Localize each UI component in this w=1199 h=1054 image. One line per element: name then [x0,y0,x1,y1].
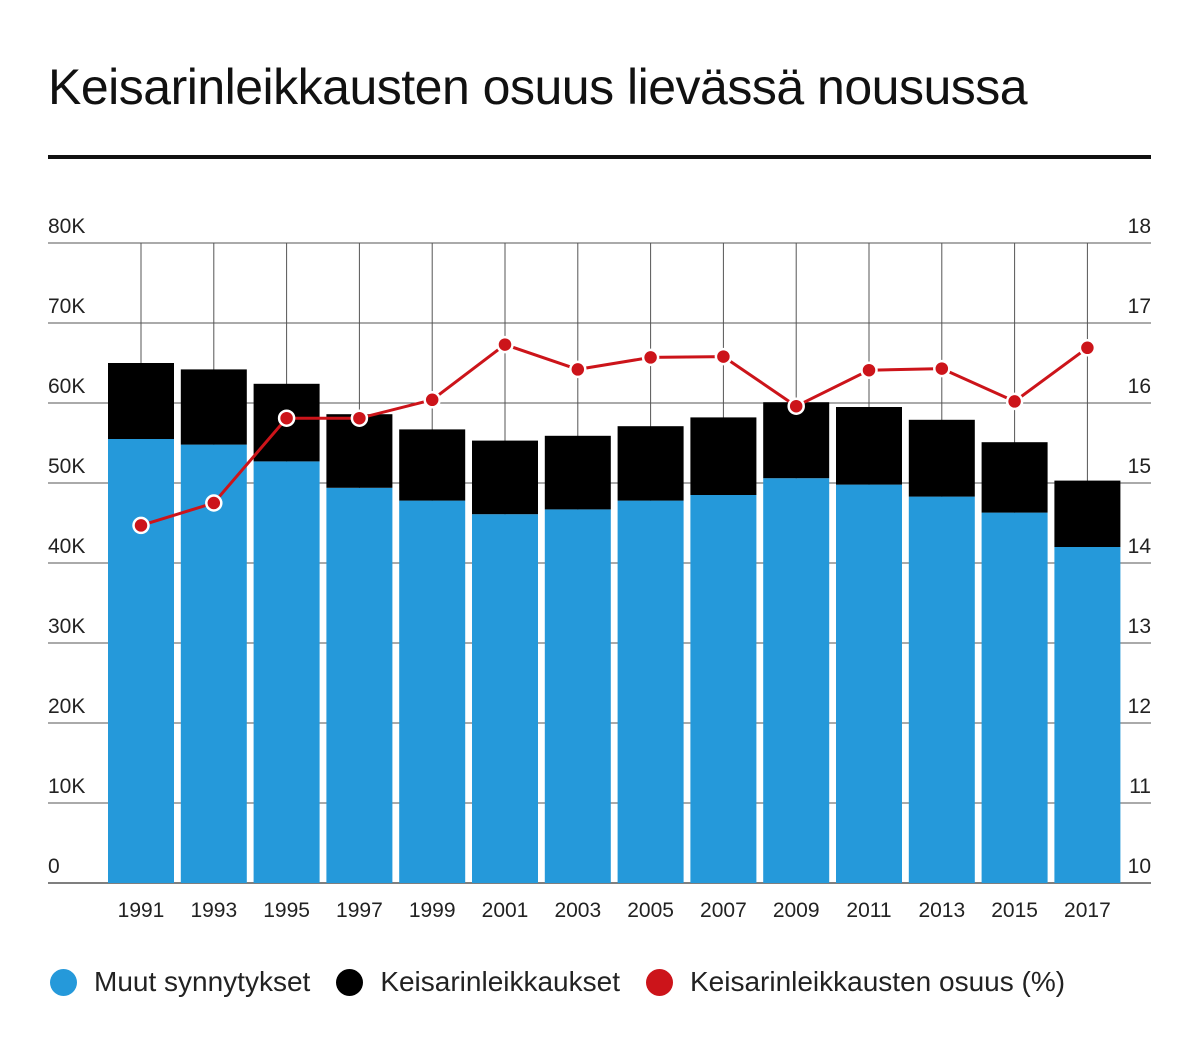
left-axis-tick-label: 30K [48,615,85,638]
bar-cesareans [1054,480,1121,547]
bar-cesareans [690,417,757,495]
left-axis-tick-label: 60K [48,375,85,398]
bar-cesareans [108,363,174,439]
share-point [277,409,296,427]
left-axis-tick-label: 10K [48,775,85,798]
share-point [641,348,660,367]
share-point [569,360,587,379]
title-divider [48,155,1151,159]
share-point [787,397,805,415]
bar-other-births [180,444,247,883]
right-axis-tick-label: 16 [1128,375,1151,398]
x-axis-tick-label: 2015 [991,899,1038,922]
bar-cesareans [908,419,975,497]
legend-swatch-cesareans [336,968,364,996]
bar-cesareans [981,442,1048,513]
right-axis-tick-label: 15 [1128,455,1151,478]
legend-label-cesareans: Keisarinleikkaukset [380,966,620,997]
left-axis-tick-label: 20K [48,695,85,718]
bar-cesareans [180,369,247,445]
bar-other-births [690,495,757,883]
legend-item-cesareans: Keisarinleikkaukset [336,966,620,998]
bar-other-births [326,487,393,883]
x-axis-tick-label: 2005 [627,899,674,922]
axis-labels: 0 10K 20K 30K 40K 50K 60K 70K 80K 10 11 12 13 14 15 16 1… [48,215,1151,922]
legend-item-other-births: Muut synnytykset [50,966,310,998]
bar-other-births [617,500,684,883]
bar-cesareans [544,435,611,510]
bar-other-births [253,461,320,883]
share-line [140,343,1089,527]
x-axis-tick-label: 2009 [773,899,820,922]
share-point [132,516,150,535]
bar-other-births [1054,547,1121,883]
x-axis-tick-label: 2001 [482,899,529,922]
x-axis-tick-label: 1995 [263,899,310,922]
right-axis-tick-label: 18 [1128,215,1151,238]
left-axis-tick-label: 70K [48,295,85,318]
share-point [1005,392,1024,411]
bar-other-births [908,496,975,883]
share-line-layer [132,335,1097,535]
bar-other-births [763,478,830,883]
legend-label-share: Keisarinleikkausten osuus (%) [689,966,1066,997]
legend-item-share: Keisarinleikkausten osuus (%) [645,966,1066,998]
share-point [1078,339,1097,357]
right-axis-tick-label: 12 [1128,695,1151,718]
x-axis-tick-label: 2017 [1064,899,1111,922]
share-point [714,347,733,366]
x-axis-tick-label: 1997 [336,899,383,922]
share-point [423,391,441,409]
bar-cesareans [472,440,538,515]
legend: Muut synnytykset Keisarinleikkaukset Kei… [50,966,1091,998]
legend-swatch-other-births [50,968,77,996]
share-point [350,409,369,427]
left-axis-tick-label: 40K [48,535,85,558]
bar-other-births [399,500,466,883]
bar-cesareans [836,407,902,485]
share-point [205,494,223,512]
bar-other-births [108,439,174,883]
legend-label-other-births: Muut synnytykset [94,966,311,997]
right-axis-tick-label: 11 [1129,775,1151,798]
right-axis-tick-label: 14 [1128,535,1152,558]
left-axis-tick-label: 80K [48,215,85,238]
left-axis-tick-label: 50K [48,455,85,478]
x-axis-tick-label: 2003 [554,899,601,922]
x-axis-tick-label: 2011 [846,899,891,922]
bar-other-births [544,509,611,883]
share-point [860,361,878,379]
chart-title: Keisarinleikkausten osuus lievässä nousu… [48,59,1028,115]
x-axis-tick-label: 1999 [409,899,456,922]
bar-other-births [836,484,902,883]
share-point [496,335,514,354]
x-axis-tick-label: 2007 [700,899,747,922]
x-axis-tick-label: 1993 [190,899,237,922]
x-axis-tick-label: 2013 [918,899,965,922]
bar-cesareans [617,426,684,501]
share-point [933,359,951,378]
left-axis-tick-label: 0 [48,855,60,878]
right-axis-tick-label: 10 [1128,855,1151,878]
right-axis-tick-label: 13 [1128,615,1151,638]
x-axis-tick-label: 1991 [118,899,165,922]
bar-other-births [981,512,1048,883]
bar-cesareans [399,429,466,501]
legend-swatch-share [645,968,673,996]
bar-layer [108,363,1121,883]
bar-other-births [472,514,538,883]
right-axis-tick-label: 17 [1128,295,1151,318]
